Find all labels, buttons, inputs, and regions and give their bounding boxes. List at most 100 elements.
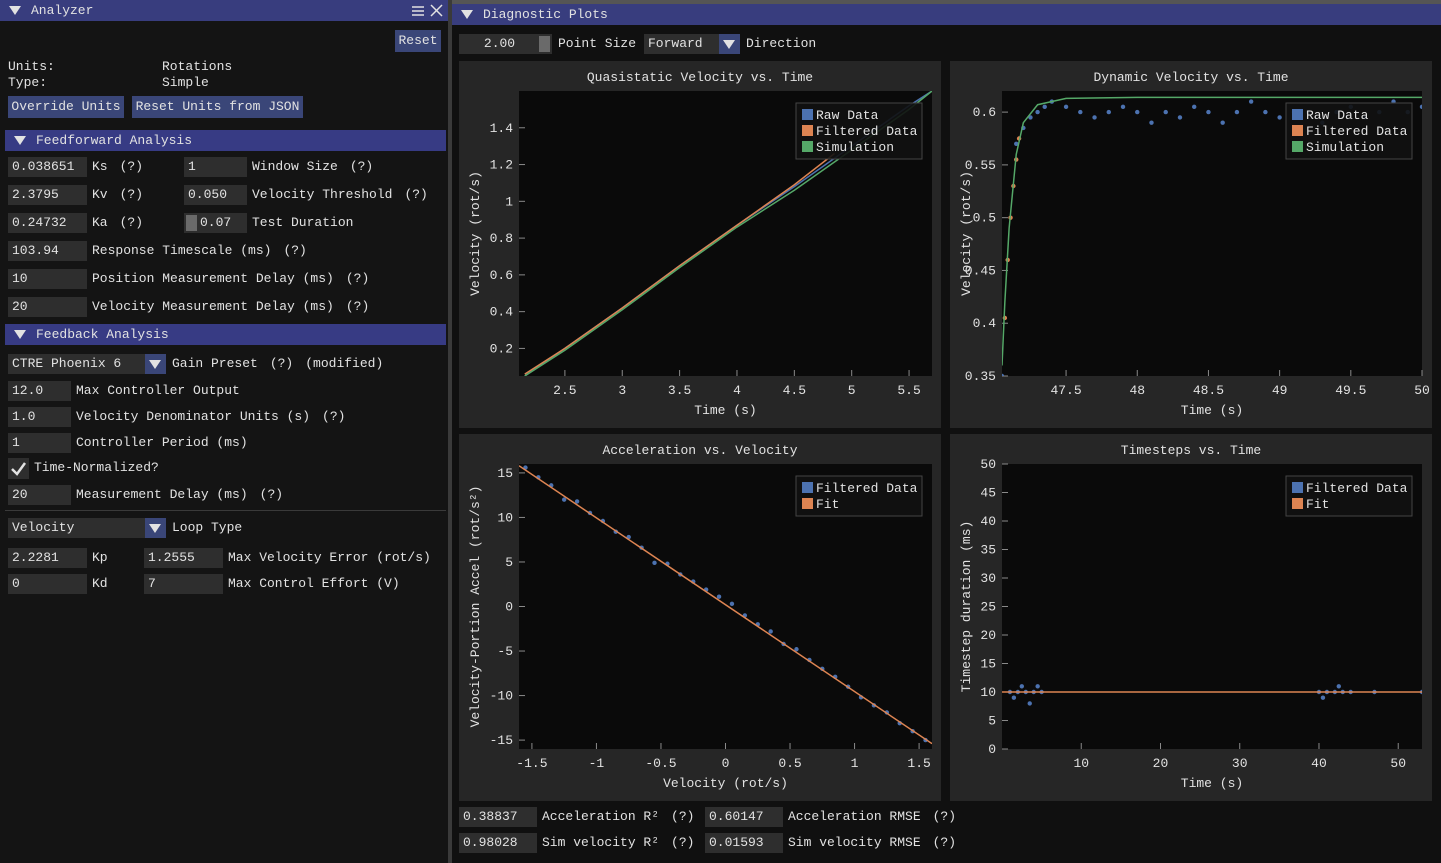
y-axis-label: Timestep duration (ms) [959, 521, 974, 693]
scatter-point [1220, 120, 1225, 125]
section-header[interactable]: Diagnostic Plots [452, 4, 1441, 25]
field-value: 0 [12, 576, 20, 591]
label: Loop Type [172, 520, 243, 535]
legend-label: Filtered Data [1306, 481, 1408, 496]
combo-box[interactable]: Forward [644, 34, 740, 54]
input-field[interactable]: 10 [8, 269, 87, 289]
y-axis-label: Velocity (rot/s) [959, 171, 974, 296]
section-header[interactable]: Feedforward Analysis [5, 130, 446, 151]
y-tick-label: 30 [980, 571, 996, 586]
scatter-point [1419, 104, 1422, 110]
x-tick-label: 48 [1129, 383, 1145, 398]
field-value: 0.24732 [12, 215, 67, 230]
label-row: Response Timescale (ms) (?) [92, 241, 307, 261]
button[interactable]: Override Units [8, 96, 124, 118]
y-tick-label: -15 [490, 733, 513, 748]
input-field[interactable]: 0.60147 [705, 807, 783, 827]
field-value: 12.0 [12, 383, 44, 398]
combo-box[interactable]: CTRE Phoenix 6 [8, 354, 166, 374]
x-tick-label: 4.5 [783, 383, 806, 398]
label-row: Velocity Measurement Delay (ms) (?) [92, 297, 369, 317]
legend-label: Simulation [816, 140, 894, 155]
collapse-arrow [14, 330, 26, 339]
legend-box [795, 102, 923, 160]
help-marker: (?) [671, 809, 695, 824]
scatter-point [1263, 109, 1268, 115]
type-label: Type: [8, 75, 48, 90]
button[interactable]: Reset [395, 30, 441, 52]
scatter-point [1078, 109, 1083, 115]
x-tick-label: 0 [722, 756, 730, 771]
scatter-point [1277, 115, 1282, 120]
legend-swatch [802, 125, 813, 136]
label-row: Acceleration R² (?) [542, 807, 694, 827]
section-title: Feedback Analysis [36, 327, 169, 342]
input-field[interactable]: 1 [8, 433, 71, 453]
input-field[interactable]: 0.038651 [8, 157, 87, 177]
button-label: Reset [398, 33, 438, 48]
label: Ks [92, 159, 108, 174]
legend-label: Fit [816, 497, 839, 512]
field-value: 0.038651 [12, 159, 75, 174]
collapse-arrow [149, 524, 161, 533]
input-field[interactable]: 103.94 [8, 241, 87, 261]
y-tick-label: 5 [988, 714, 996, 729]
input-field[interactable]: 2.2281 [8, 548, 87, 568]
splitter [448, 0, 452, 863]
section-header[interactable]: Feedback Analysis [5, 324, 446, 345]
input-field[interactable]: 1.2555 [144, 548, 223, 568]
label: Direction [746, 36, 817, 51]
legend-swatch [1292, 482, 1303, 493]
collapse-arrow [461, 10, 473, 19]
button[interactable]: Reset Units from JSON [132, 96, 303, 118]
y-tick-label: 5 [505, 555, 513, 570]
scatter-point [729, 601, 735, 607]
scatter-point [652, 560, 657, 566]
x-axis-label: Time (s) [1181, 403, 1243, 418]
input-field[interactable]: 1.0 [8, 407, 71, 427]
legend-label: Filtered Data [816, 481, 918, 496]
legend-label: Simulation [1306, 140, 1384, 155]
field-value: 0.050 [188, 187, 228, 202]
input-field[interactable]: 1 [184, 157, 247, 177]
separator [5, 510, 446, 511]
legend-swatch [1292, 141, 1303, 152]
input-field[interactable]: 0.07 [184, 213, 247, 233]
label-row: Velocity Denominator Units (s) (?) [76, 407, 345, 427]
input-field[interactable]: 7 [144, 574, 223, 594]
x-tick-label: 20 [1153, 756, 1169, 771]
y-tick-label: 0.6 [973, 105, 996, 120]
input-field[interactable]: 0.98028 [459, 833, 537, 853]
input-field[interactable]: 0 [8, 574, 87, 594]
series-group [519, 465, 932, 745]
legend-box [1285, 475, 1413, 517]
label: Max Velocity Error (rot/s) [228, 550, 431, 565]
y-axis-label: Velocity-Portion Accel (rot/s²) [468, 486, 483, 728]
input-field[interactable]: 0.38837 [459, 807, 537, 827]
label-row: Controller Period (ms) [76, 433, 248, 453]
x-tick-label: 30 [1232, 756, 1248, 771]
input-field[interactable]: 0.050 [184, 185, 247, 205]
input-field[interactable]: 0.01593 [705, 833, 783, 853]
help-marker: (?) [283, 243, 307, 258]
input-field[interactable]: 12.0 [8, 381, 71, 401]
scatter-point [1120, 104, 1126, 110]
label-row: Ks (?) [92, 157, 143, 177]
section-header[interactable]: Analyzer [0, 0, 448, 21]
input-field[interactable]: 2.00 [459, 34, 552, 54]
combo-value: Forward [648, 36, 703, 51]
input-field[interactable]: 20 [8, 297, 87, 317]
label-row: Measurement Delay (ms) (?) [76, 485, 283, 505]
combo-box[interactable]: Velocity [8, 518, 166, 538]
scatter-point [1192, 104, 1197, 110]
input-field[interactable]: 2.3795 [8, 185, 87, 205]
collapse-arrow [9, 6, 21, 15]
close-icon[interactable] [430, 4, 443, 17]
units-value: Rotations [162, 59, 233, 74]
help-marker: (?) [322, 409, 346, 424]
checkbox[interactable] [8, 458, 29, 479]
input-field[interactable]: 20 [8, 485, 71, 505]
input-field[interactable]: 0.24732 [8, 213, 87, 233]
scatter-point [1035, 684, 1040, 689]
